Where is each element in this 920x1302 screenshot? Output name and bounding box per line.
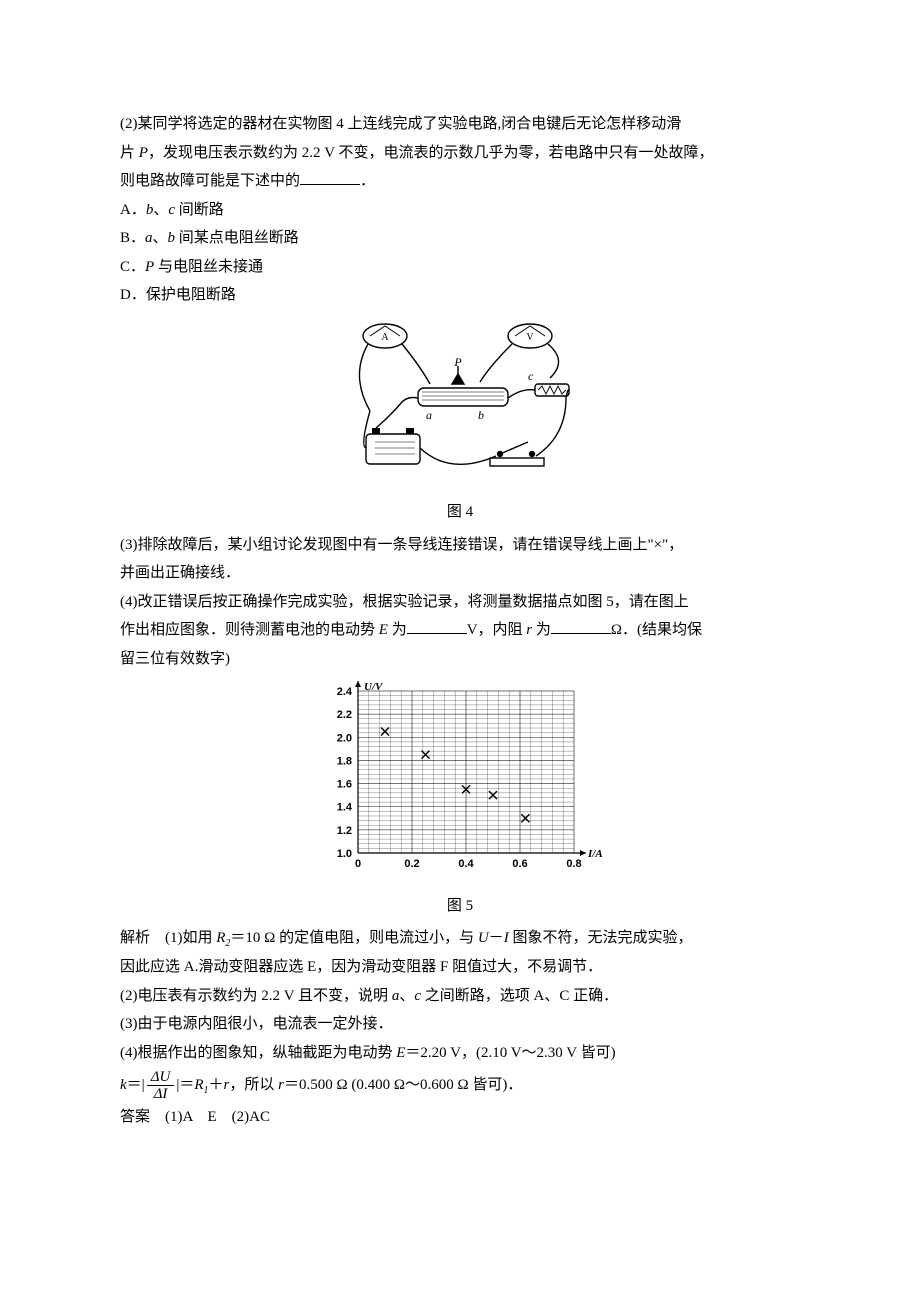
text: ＋ [209,1077,224,1093]
text: ＝0.500 Ω (0.400 Ω～0.600 Ω 皆可)． [284,1077,522,1093]
option-C: C．P 与电阻丝未接通 [120,253,800,282]
text: ． [360,173,375,189]
text: 与电阻丝未接通 [154,259,263,275]
blank-E [407,618,467,634]
figure-4-caption: 图 4 [120,498,800,527]
var-R2: R2 [216,930,230,946]
var-R1: R1 [194,1077,208,1093]
sol-line2: 因此应选 A.滑动变阻器应选 E，因为滑动变阻器 F 阻值过大，不易调节． [120,953,800,982]
frac-den: ΔI [147,1086,175,1103]
label-P: P [453,355,462,369]
var-P: P [145,259,154,275]
q2-line2: 片 P，发现电压表示数约为 2.2 V 不变，电流表的示数几乎为零，若电路中只有… [120,139,800,168]
blank-r [551,618,611,634]
svg-text:1.6: 1.6 [337,779,352,791]
text: (4)根据作出的图象知，纵轴截距为电动势 [120,1045,396,1061]
text: 、 [399,988,414,1004]
text: (1)A E (2)AC [165,1109,270,1125]
sol-line3: (2)电压表有示数约为 2.2 V 且不变，说明 a、c 之间断路，选项 A、C… [120,982,800,1011]
text: 片 [120,145,139,161]
q4-line1: (4)改正错误后按正确操作完成实验，根据实验记录，将测量数据描点如图 5，请在图… [120,588,800,617]
svg-text:2.2: 2.2 [337,709,352,721]
var-c: c [414,988,421,1004]
options-list: A．b、c 间断路 B．a、b 间某点电阻丝断路 C．P 与电阻丝未接通 D．保… [120,196,800,310]
svg-text:I/A: I/A [587,848,603,860]
text: ，发现电压表示数约为 2.2 V 不变，电流表的示数几乎为零，若电路中只有一处故… [148,145,714,161]
q3-line1: (3)排除故障后，某小组讨论发现图中有一条导线连接错误，请在错误导线上画上"×"… [120,531,800,560]
label-b: b [478,408,484,422]
text: ＝| [127,1077,145,1093]
svg-text:0.6: 0.6 [512,858,527,870]
text: 间某点电阻丝断路 [175,230,299,246]
var-k: k [120,1077,127,1093]
text: V，内阻 [467,622,527,638]
sol-line4: (3)由于电源内阻很小，电流表一定外接． [120,1010,800,1039]
var-U: U [478,930,489,946]
frac-num: ΔU [147,1069,175,1087]
answer-line: 答案 (1)A E (2)AC [120,1103,800,1132]
var-E: E [379,622,388,638]
svg-text:2.0: 2.0 [337,732,352,744]
q4-line2: 作出相应图象．则待测蓄电池的电动势 E 为V，内阻 r 为Ω．(结果均保 [120,616,800,645]
text: 间断路 [175,202,224,218]
svg-text:2.4: 2.4 [337,686,353,698]
text: 作出相应图象．则待测蓄电池的电动势 [120,622,379,638]
svg-text:1.4: 1.4 [337,802,353,814]
figure-5: 0 0.2 0.4 0.6 0.8 1.0 1.2 1.4 1.6 1.8 2.0 2.2 2.4 U/V… [120,679,800,890]
text: ＝10 Ω 的定值电阻，则电流过小，与 [230,930,477,946]
svg-text:1.0: 1.0 [337,848,352,860]
ui-chart: 0 0.2 0.4 0.6 0.8 1.0 1.2 1.4 1.6 1.8 2.0 2.2 2.4 U/V… [310,679,610,879]
q4-line3: 留三位有效数字) [120,645,800,674]
q2-line3: 则电路故障可能是下述中的 ． [120,167,800,196]
option-A: A．b、c 间断路 [120,196,800,225]
sol-line6: k＝|ΔUΔI|＝R1＋r，所以 r＝0.500 Ω (0.400 Ω～0.60… [120,1067,800,1103]
var-b: b [168,230,176,246]
text: 答案 [120,1109,165,1125]
circuit-diagram: A V [330,316,590,486]
svg-text:A: A [381,332,389,343]
svg-text:0.4: 0.4 [458,858,474,870]
option-B: B．a、b 间某点电阻丝断路 [120,224,800,253]
var-P: P [139,145,148,161]
sol-line5: (4)根据作出的图象知，纵轴截距为电动势 E＝2.20 V，(2.10 V～2.… [120,1039,800,1068]
svg-text:1.2: 1.2 [337,825,352,837]
text: ，所以 [229,1077,278,1093]
text: 为 [388,622,407,638]
figure-5-caption: 图 5 [120,892,800,921]
text: 解析 (1)如用 [120,930,216,946]
text: 、 [153,230,168,246]
text: C． [120,259,145,275]
option-D: D．保护电阻断路 [120,281,800,310]
svg-text:0.8: 0.8 [566,858,581,870]
text: － [489,930,504,946]
text: 则电路故障可能是下述中的 [120,173,300,189]
text: 、 [153,202,168,218]
svg-text:1.8: 1.8 [337,755,352,767]
svg-text:U/V: U/V [364,681,384,693]
fraction: ΔUΔI [147,1069,175,1103]
var-a: a [145,230,153,246]
svg-text:V: V [526,332,534,343]
sol-line1: 解析 (1)如用 R2＝10 Ω 的定值电阻，则电流过小，与 U－I 图象不符，… [120,924,800,953]
svg-text:0.2: 0.2 [404,858,419,870]
text: 为 [532,622,551,638]
label-a: a [426,408,432,422]
text: 之间断路，选项 A、C 正确． [421,988,618,1004]
figure-4: A V [120,316,800,497]
blank-fault [300,169,360,185]
text: Ω．(结果均保 [611,622,702,638]
text: 图象不符，无法完成实验， [509,930,693,946]
q3-line2: 并画出正确接线． [120,559,800,588]
svg-text:0: 0 [355,858,361,870]
text: |＝ [176,1077,194,1093]
text: B． [120,230,145,246]
text: A． [120,202,146,218]
label-c: c [528,369,534,383]
text: (2)电压表有示数约为 2.2 V 且不变，说明 [120,988,392,1004]
q2-line1: (2)某同学将选定的器材在实物图 4 上连线完成了实验电路,闭合电键后无论怎样移… [120,110,800,139]
text: ＝2.20 V，(2.10 V～2.30 V 皆可) [405,1045,615,1061]
